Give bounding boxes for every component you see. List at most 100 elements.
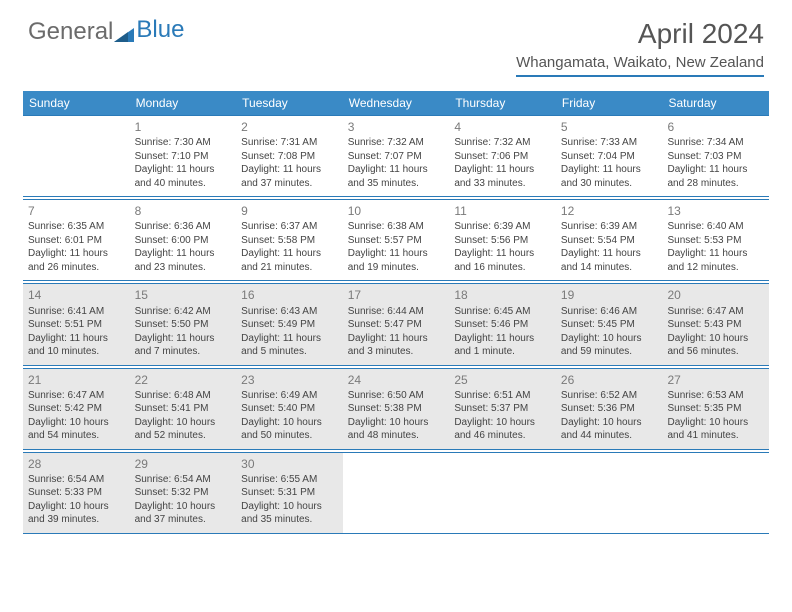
day-detail-line: Daylight: 11 hours and 3 minutes. — [348, 332, 445, 359]
calendar-cell: 22Sunrise: 6:48 AMSunset: 5:41 PMDayligh… — [130, 369, 237, 449]
day-detail-line: Sunrise: 6:50 AM — [348, 389, 445, 403]
day-detail-line: Sunrise: 6:44 AM — [348, 305, 445, 319]
day-detail-line: Daylight: 10 hours and 35 minutes. — [241, 500, 338, 527]
day-detail-line: Daylight: 11 hours and 28 minutes. — [667, 163, 764, 190]
weekday-header: Friday — [556, 91, 663, 115]
day-detail-line: Sunrise: 6:49 AM — [241, 389, 338, 403]
day-detail-line: Daylight: 10 hours and 44 minutes. — [561, 416, 658, 443]
calendar-cell: 29Sunrise: 6:54 AMSunset: 5:32 PMDayligh… — [130, 453, 237, 533]
weekday-header: Tuesday — [236, 91, 343, 115]
calendar-cell: 20Sunrise: 6:47 AMSunset: 5:43 PMDayligh… — [662, 284, 769, 364]
day-number: 29 — [135, 456, 232, 472]
day-detail-line: Sunrise: 6:37 AM — [241, 220, 338, 234]
day-detail-line: Sunset: 5:45 PM — [561, 318, 658, 332]
calendar-cell: 7Sunrise: 6:35 AMSunset: 6:01 PMDaylight… — [23, 200, 130, 280]
day-detail-line: Sunset: 5:42 PM — [28, 402, 125, 416]
day-number: 4 — [454, 119, 551, 135]
calendar-cell: 26Sunrise: 6:52 AMSunset: 5:36 PMDayligh… — [556, 369, 663, 449]
day-detail-line: Sunset: 7:08 PM — [241, 150, 338, 164]
logo-text-1: General — [28, 18, 113, 46]
calendar-cell: 2Sunrise: 7:31 AMSunset: 7:08 PMDaylight… — [236, 116, 343, 196]
day-number: 17 — [348, 287, 445, 303]
calendar-cell: 18Sunrise: 6:45 AMSunset: 5:46 PMDayligh… — [449, 284, 556, 364]
calendar-cell: 1Sunrise: 7:30 AMSunset: 7:10 PMDaylight… — [130, 116, 237, 196]
day-detail-line: Sunset: 5:36 PM — [561, 402, 658, 416]
calendar-week: 7Sunrise: 6:35 AMSunset: 6:01 PMDaylight… — [23, 199, 769, 281]
calendar-cell: 17Sunrise: 6:44 AMSunset: 5:47 PMDayligh… — [343, 284, 450, 364]
logo: General Blue — [28, 18, 184, 46]
day-detail-line: Sunset: 7:06 PM — [454, 150, 551, 164]
day-detail-line: Sunrise: 6:48 AM — [135, 389, 232, 403]
logo-triangle-icon — [114, 23, 136, 41]
day-number: 18 — [454, 287, 551, 303]
day-number: 26 — [561, 372, 658, 388]
calendar-cell: 16Sunrise: 6:43 AMSunset: 5:49 PMDayligh… — [236, 284, 343, 364]
day-detail-line: Sunrise: 6:47 AM — [28, 389, 125, 403]
day-detail-line: Sunset: 5:32 PM — [135, 486, 232, 500]
day-detail-line: Daylight: 11 hours and 33 minutes. — [454, 163, 551, 190]
calendar-cell: 10Sunrise: 6:38 AMSunset: 5:57 PMDayligh… — [343, 200, 450, 280]
weekday-header: Sunday — [23, 91, 130, 115]
day-detail-line: Sunset: 5:46 PM — [454, 318, 551, 332]
weekday-header: Wednesday — [343, 91, 450, 115]
day-number: 25 — [454, 372, 551, 388]
day-detail-line: Sunset: 5:43 PM — [667, 318, 764, 332]
day-detail-line: Daylight: 10 hours and 39 minutes. — [28, 500, 125, 527]
day-detail-line: Sunrise: 6:45 AM — [454, 305, 551, 319]
day-detail-line: Daylight: 11 hours and 7 minutes. — [135, 332, 232, 359]
calendar-cell: 3Sunrise: 7:32 AMSunset: 7:07 PMDaylight… — [343, 116, 450, 196]
day-detail-line: Daylight: 10 hours and 56 minutes. — [667, 332, 764, 359]
day-detail-line: Sunrise: 6:52 AM — [561, 389, 658, 403]
calendar-cell: 28Sunrise: 6:54 AMSunset: 5:33 PMDayligh… — [23, 453, 130, 533]
day-number: 11 — [454, 203, 551, 219]
day-number: 19 — [561, 287, 658, 303]
day-number: 3 — [348, 119, 445, 135]
calendar-cell: 14Sunrise: 6:41 AMSunset: 5:51 PMDayligh… — [23, 284, 130, 364]
day-detail-line: Sunset: 6:01 PM — [28, 234, 125, 248]
day-number: 15 — [135, 287, 232, 303]
day-detail-line: Sunrise: 6:41 AM — [28, 305, 125, 319]
day-number: 10 — [348, 203, 445, 219]
location-subtitle: Whangamata, Waikato, New Zealand — [516, 54, 764, 77]
day-detail-line: Sunrise: 7:33 AM — [561, 136, 658, 150]
calendar-cell: 11Sunrise: 6:39 AMSunset: 5:56 PMDayligh… — [449, 200, 556, 280]
logo-text-2: Blue — [136, 16, 184, 44]
day-detail-line: Sunrise: 7:30 AM — [135, 136, 232, 150]
day-detail-line: Sunrise: 7:31 AM — [241, 136, 338, 150]
calendar-cell: 23Sunrise: 6:49 AMSunset: 5:40 PMDayligh… — [236, 369, 343, 449]
day-number: 9 — [241, 203, 338, 219]
day-number: 2 — [241, 119, 338, 135]
day-detail-line: Daylight: 11 hours and 35 minutes. — [348, 163, 445, 190]
day-detail-line: Daylight: 11 hours and 21 minutes. — [241, 247, 338, 274]
weekday-header: Monday — [130, 91, 237, 115]
day-detail-line: Sunset: 5:56 PM — [454, 234, 551, 248]
day-detail-line: Sunrise: 6:39 AM — [454, 220, 551, 234]
day-detail-line: Sunrise: 6:40 AM — [667, 220, 764, 234]
header: General Blue April 2024 Whangamata, Waik… — [0, 0, 792, 85]
day-detail-line: Sunset: 5:57 PM — [348, 234, 445, 248]
day-detail-line: Daylight: 11 hours and 16 minutes. — [454, 247, 551, 274]
calendar-cell: 27Sunrise: 6:53 AMSunset: 5:35 PMDayligh… — [662, 369, 769, 449]
day-detail-line: Daylight: 11 hours and 26 minutes. — [28, 247, 125, 274]
calendar-week: 21Sunrise: 6:47 AMSunset: 5:42 PMDayligh… — [23, 368, 769, 450]
weekday-header: Thursday — [449, 91, 556, 115]
day-detail-line: Daylight: 11 hours and 10 minutes. — [28, 332, 125, 359]
day-detail-line: Sunrise: 7:34 AM — [667, 136, 764, 150]
calendar-cell: 19Sunrise: 6:46 AMSunset: 5:45 PMDayligh… — [556, 284, 663, 364]
day-detail-line: Sunset: 5:50 PM — [135, 318, 232, 332]
day-number: 8 — [135, 203, 232, 219]
day-detail-line: Daylight: 11 hours and 14 minutes. — [561, 247, 658, 274]
day-detail-line: Sunset: 5:51 PM — [28, 318, 125, 332]
day-detail-line: Sunrise: 6:51 AM — [454, 389, 551, 403]
day-detail-line: Sunrise: 6:43 AM — [241, 305, 338, 319]
calendar-cell: 5Sunrise: 7:33 AMSunset: 7:04 PMDaylight… — [556, 116, 663, 196]
day-number: 27 — [667, 372, 764, 388]
weekday-header-row: SundayMondayTuesdayWednesdayThursdayFrid… — [23, 91, 769, 115]
calendar-cell: 25Sunrise: 6:51 AMSunset: 5:37 PMDayligh… — [449, 369, 556, 449]
calendar-week: 28Sunrise: 6:54 AMSunset: 5:33 PMDayligh… — [23, 452, 769, 534]
day-detail-line: Sunrise: 6:47 AM — [667, 305, 764, 319]
day-number: 6 — [667, 119, 764, 135]
calendar-week: 14Sunrise: 6:41 AMSunset: 5:51 PMDayligh… — [23, 283, 769, 365]
day-detail-line: Daylight: 11 hours and 37 minutes. — [241, 163, 338, 190]
day-detail-line: Sunset: 7:04 PM — [561, 150, 658, 164]
